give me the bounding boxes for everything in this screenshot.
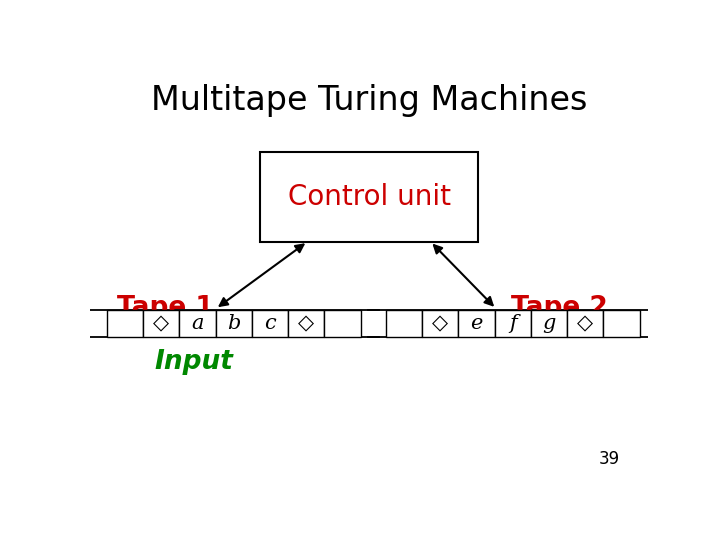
Bar xyxy=(567,310,603,337)
Bar xyxy=(288,310,324,337)
Text: Multitape Turing Machines: Multitape Turing Machines xyxy=(150,84,588,117)
Text: Tape 1: Tape 1 xyxy=(117,295,214,321)
Bar xyxy=(179,310,215,337)
Text: 39: 39 xyxy=(599,450,620,468)
Bar xyxy=(459,310,495,337)
Bar xyxy=(422,310,458,337)
Text: e: e xyxy=(470,314,482,333)
Bar xyxy=(215,310,252,337)
Bar xyxy=(531,310,567,337)
Text: ◇: ◇ xyxy=(153,314,169,333)
Bar xyxy=(495,310,531,337)
Text: c: c xyxy=(264,314,276,333)
Text: ◇: ◇ xyxy=(298,314,314,333)
Bar xyxy=(386,310,422,337)
Bar xyxy=(603,310,639,337)
Bar xyxy=(260,152,478,241)
Text: ◇: ◇ xyxy=(432,314,448,333)
Bar xyxy=(324,310,361,337)
Bar xyxy=(143,310,179,337)
Text: Control unit: Control unit xyxy=(287,183,451,211)
Text: b: b xyxy=(227,314,240,333)
Text: Tape 2: Tape 2 xyxy=(511,295,608,321)
Text: f: f xyxy=(509,314,516,333)
Bar xyxy=(252,310,288,337)
Text: Input: Input xyxy=(154,349,233,375)
Text: a: a xyxy=(192,314,204,333)
Bar xyxy=(107,310,143,337)
Text: ◇: ◇ xyxy=(577,314,593,333)
Text: g: g xyxy=(542,314,556,333)
